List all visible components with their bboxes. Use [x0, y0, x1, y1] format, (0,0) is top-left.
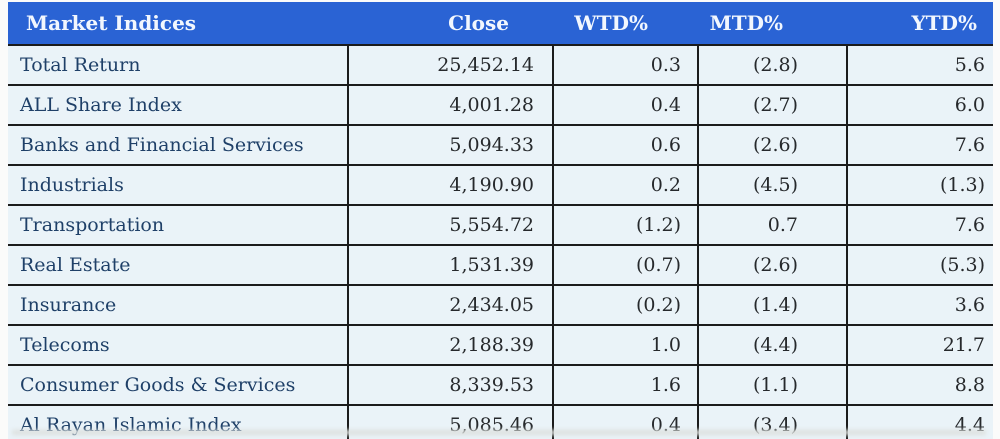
index-name-cell: Consumer Goods & Services: [8, 365, 348, 406]
close-value-cell: 5,094.33: [347, 125, 553, 166]
index-name-cell: Industrials: [8, 165, 348, 206]
ytd-value-cell: (1.3): [846, 165, 993, 206]
table-row: Insurance 2,434.05 (0.2) (1.4) 3.6: [8, 285, 993, 326]
page-shadow: [12, 430, 986, 435]
wtd-value-cell: 0.2: [552, 165, 698, 206]
table-body: Total Return 25,452.14 0.3 (2.8) 5.6 ALL…: [8, 45, 993, 439]
column-header-close: Close: [348, 2, 553, 46]
wtd-value-cell: (1.2): [552, 205, 698, 246]
ytd-value-cell: 8.8: [846, 365, 993, 406]
column-header-market-indices: Market Indices: [8, 2, 348, 46]
wtd-value-cell: 1.6: [552, 365, 698, 406]
index-name-cell: Real Estate: [8, 245, 348, 286]
market-indices-table: Market Indices Close WTD% MTD% YTD% Tota…: [8, 2, 993, 439]
table-row: Industrials 4,190.90 0.2 (4.5) (1.3): [8, 165, 993, 206]
wtd-value-cell: 0.4: [552, 85, 698, 126]
wtd-value-cell: (0.7): [552, 245, 698, 286]
column-header-mtd: MTD%: [698, 2, 847, 46]
market-indices-table-wrap: Market Indices Close WTD% MTD% YTD% Tota…: [8, 2, 993, 439]
mtd-value-cell: (2.6): [697, 245, 847, 286]
table-row: Real Estate 1,531.39 (0.7) (2.6) (5.3): [8, 245, 993, 286]
close-value-cell: 5,554.72: [347, 205, 553, 246]
column-header-wtd: WTD%: [553, 2, 698, 46]
index-name-cell: Banks and Financial Services: [8, 125, 348, 166]
close-value-cell: 8,339.53: [347, 365, 553, 406]
table-header-row: Market Indices Close WTD% MTD% YTD%: [8, 2, 993, 46]
table-row: ALL Share Index 4,001.28 0.4 (2.7) 6.0: [8, 85, 993, 126]
close-value-cell: 4,190.90: [347, 165, 553, 206]
mtd-value-cell: 0.7: [697, 205, 847, 246]
close-value-cell: 25,452.14: [347, 45, 553, 86]
wtd-value-cell: 0.6: [552, 125, 698, 166]
mtd-value-cell: (2.6): [697, 125, 847, 166]
ytd-value-cell: (5.3): [846, 245, 993, 286]
column-header-ytd: YTD%: [847, 2, 993, 46]
mtd-value-cell: (1.4): [697, 285, 847, 326]
close-value-cell: 4,001.28: [347, 85, 553, 126]
index-name-cell: ALL Share Index: [8, 85, 348, 126]
table-row: Transportation 5,554.72 (1.2) 0.7 7.6: [8, 205, 993, 246]
close-value-cell: 1,531.39: [347, 245, 553, 286]
table-row: Consumer Goods & Services 8,339.53 1.6 (…: [8, 365, 993, 406]
mtd-value-cell: (1.1): [697, 365, 847, 406]
ytd-value-cell: 21.7: [846, 325, 993, 366]
index-name-cell: Insurance: [8, 285, 348, 326]
index-name-cell: Telecoms: [8, 325, 348, 366]
wtd-value-cell: (0.2): [552, 285, 698, 326]
wtd-value-cell: 0.3: [552, 45, 698, 86]
close-value-cell: 2,434.05: [347, 285, 553, 326]
ytd-value-cell: 7.6: [846, 205, 993, 246]
ytd-value-cell: 3.6: [846, 285, 993, 326]
mtd-value-cell: (4.5): [697, 165, 847, 206]
wtd-value-cell: 1.0: [552, 325, 698, 366]
ytd-value-cell: 7.6: [846, 125, 993, 166]
mtd-value-cell: (4.4): [697, 325, 847, 366]
table-row: Total Return 25,452.14 0.3 (2.8) 5.6: [8, 45, 993, 86]
index-name-cell: Transportation: [8, 205, 348, 246]
ytd-value-cell: 5.6: [846, 45, 993, 86]
mtd-value-cell: (2.8): [697, 45, 847, 86]
ytd-value-cell: 6.0: [846, 85, 993, 126]
table-row: Banks and Financial Services 5,094.33 0.…: [8, 125, 993, 166]
table-row: Telecoms 2,188.39 1.0 (4.4) 21.7: [8, 325, 993, 366]
close-value-cell: 2,188.39: [347, 325, 553, 366]
index-name-cell: Total Return: [8, 45, 348, 86]
mtd-value-cell: (2.7): [697, 85, 847, 126]
index-name-cell: Al Rayan Islamic Index: [8, 405, 348, 439]
